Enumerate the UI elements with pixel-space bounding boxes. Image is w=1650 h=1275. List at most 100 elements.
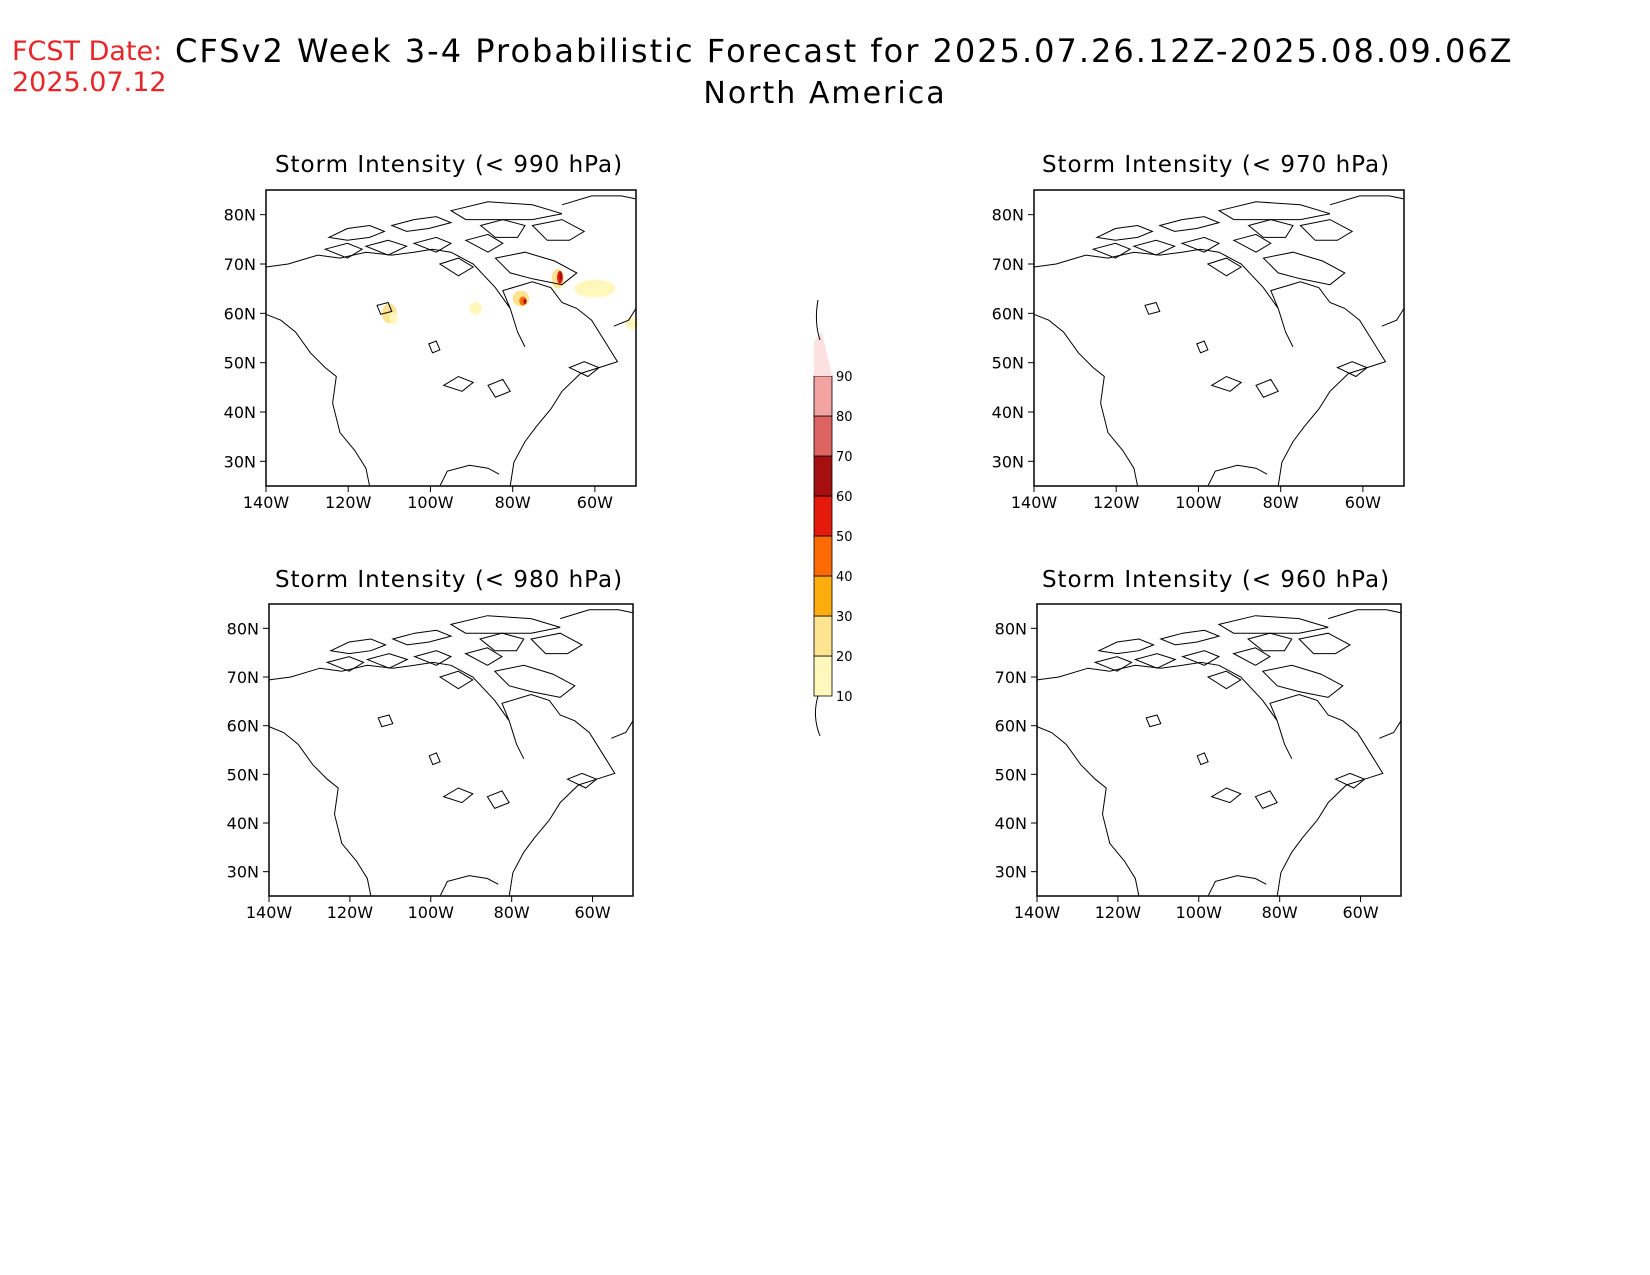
colorbar-top-edge: [815, 299, 821, 341]
coastline: [1033, 248, 1387, 487]
coastline: [442, 787, 474, 804]
coastline: [268, 726, 372, 897]
colorbar-label: 80: [836, 410, 853, 425]
coastline: [1036, 661, 1384, 897]
lat-tick-label: 70N: [227, 668, 259, 687]
map-frame: [268, 603, 634, 897]
coastline: [1262, 251, 1346, 286]
lon-tick-label: 140W: [246, 903, 293, 922]
coastline: [1232, 647, 1271, 666]
coastline: [1036, 726, 1140, 897]
colorbar-label: 50: [836, 530, 853, 545]
lat-tick-label: 30N: [992, 452, 1024, 471]
map-panel-970: 30N 40N 50N 60N 70N 80N 140W 120W 100W 80W 60W: [992, 189, 1405, 512]
map-panel-960: 30N 40N 50N 60N 70N 80N 140W 120W 100W 80W 60W: [995, 603, 1402, 922]
coastline: [611, 720, 634, 739]
colorbar-label: 20: [836, 650, 853, 665]
lat-tick-label: 40N: [224, 403, 256, 422]
coastline: [487, 378, 511, 398]
panel-title-960: Storm Intensity (< 960 hPa): [1041, 567, 1391, 593]
lon-tick-label: 60W: [1345, 493, 1381, 512]
lon-tick-label: 120W: [1095, 903, 1142, 922]
lat-tick-label: 60N: [224, 304, 256, 323]
lon-tick-label: 60W: [577, 493, 613, 512]
forecast-date-label: FCST Date:: [12, 36, 163, 67]
lat-tick-label: 80N: [995, 619, 1027, 638]
probability-area: [559, 272, 562, 281]
coastline: [1261, 664, 1344, 698]
coastline: [1196, 752, 1209, 766]
lon-tick-label: 100W: [1175, 493, 1222, 512]
coastline: [390, 216, 453, 232]
lat-tick-label: 80N: [992, 206, 1024, 225]
colorbar-cap: [814, 332, 832, 376]
lon-tick-label: 100W: [407, 493, 454, 512]
forecast-date-value: 2025.07.12: [12, 67, 167, 98]
coastline: [268, 661, 616, 897]
panel-title-990: Storm Intensity (< 990 hPa): [274, 152, 624, 178]
colorbar-segment: [813, 455, 833, 497]
coastline: [442, 375, 475, 392]
colorbar-label: 70: [836, 450, 853, 465]
coastline: [1210, 375, 1243, 392]
coastline: [391, 629, 453, 646]
lon-tick-label: 120W: [327, 903, 374, 922]
coastline: [1329, 195, 1405, 206]
panel-title-980: Storm Intensity (< 980 hPa): [274, 567, 624, 593]
lat-tick-label: 60N: [227, 717, 259, 736]
lat-tick-label: 30N: [995, 863, 1027, 882]
coastline: [1207, 464, 1268, 487]
coastline: [438, 670, 474, 690]
lat-tick-label: 50N: [227, 765, 259, 784]
coastline: [428, 340, 441, 354]
colorbar-label: 90: [836, 370, 853, 385]
lat-tick-label: 70N: [224, 255, 256, 274]
coastline: [449, 201, 563, 221]
colorbar-segment: [813, 615, 833, 657]
coastline: [530, 632, 584, 655]
region-subtitle: North America: [703, 76, 947, 111]
coastline: [1132, 239, 1176, 256]
coastline: [613, 308, 637, 327]
coastline: [428, 752, 441, 766]
coastline: [568, 361, 600, 378]
coastline: [412, 236, 453, 253]
coastline: [325, 656, 365, 672]
color-legend: 10 20 30 40 50 60 70 80 90: [813, 299, 853, 737]
coastline: [364, 239, 408, 256]
coastline: [1196, 340, 1209, 354]
coastline: [561, 195, 637, 206]
lon-tick-label: 140W: [243, 493, 290, 512]
probability-area: [523, 299, 527, 304]
coastline: [376, 301, 393, 315]
page-title: CFSv2 Week 3-4 Probabilistic Forecast fo…: [175, 32, 1514, 70]
lat-tick-label: 40N: [992, 403, 1024, 422]
colorbar-segment: [813, 415, 833, 457]
lon-tick-label: 140W: [1011, 493, 1058, 512]
lat-tick-label: 60N: [995, 717, 1027, 736]
lon-tick-label: 120W: [325, 493, 372, 512]
panel-title-970: Storm Intensity (< 970 hPa): [1041, 152, 1391, 178]
coastline: [1207, 875, 1267, 897]
lat-tick-label: 40N: [227, 814, 259, 833]
lon-tick-label: 80W: [1262, 903, 1298, 922]
lat-tick-label: 80N: [224, 206, 256, 225]
lat-tick-label: 80N: [227, 619, 259, 638]
colorbar-segment: [813, 535, 833, 577]
lat-tick-label: 60N: [992, 304, 1024, 323]
lon-tick-label: 140W: [1014, 903, 1061, 922]
coastline: [1097, 638, 1155, 655]
colorbar-label: 30: [836, 610, 853, 625]
lat-tick-label: 30N: [227, 863, 259, 882]
map-frame: [265, 189, 637, 487]
map-panel-980: 30N 40N 50N 60N 70N 80N 140W 120W 100W 80W 60W: [227, 603, 634, 922]
coastline: [479, 219, 526, 238]
lon-tick-label: 120W: [1093, 493, 1140, 512]
coastline: [1247, 632, 1293, 652]
coastline: [1159, 629, 1221, 646]
coastline: [1093, 656, 1133, 672]
coastline: [265, 248, 619, 487]
coastline: [531, 219, 586, 241]
coastline: [329, 638, 387, 655]
lat-tick-label: 50N: [995, 765, 1027, 784]
